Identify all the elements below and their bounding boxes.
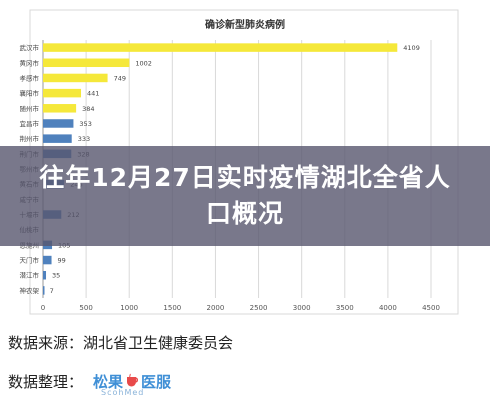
bar bbox=[43, 88, 82, 98]
logo: 松果 医服 ScohMed bbox=[93, 366, 172, 398]
y-tick-label: 天门市 bbox=[20, 256, 40, 265]
x-tick-label: 2000 bbox=[207, 304, 225, 312]
y-tick-label: 宜昌市 bbox=[20, 119, 40, 128]
arranged-label: 数据整理： bbox=[8, 372, 84, 391]
x-tick-label: 4000 bbox=[379, 304, 397, 312]
source-line: 数据来源：湖北省卫生健康委员会 bbox=[8, 332, 233, 353]
data-label: 333 bbox=[78, 135, 90, 143]
bar bbox=[43, 270, 47, 280]
arranged-line: 数据整理： 松果 医服 ScohMed bbox=[8, 366, 172, 398]
x-tick-label: 2500 bbox=[250, 304, 268, 312]
x-tick-label: 3500 bbox=[336, 304, 354, 312]
bar bbox=[43, 119, 74, 128]
logo-text-b: 医服 bbox=[141, 372, 172, 391]
bar bbox=[43, 104, 77, 113]
x-tick-label: 3000 bbox=[293, 304, 311, 312]
x-tick-label: 500 bbox=[79, 304, 92, 312]
overlay-title: 往年12月27日实时疫情湖北全省人口概况 bbox=[39, 163, 451, 228]
data-label: 4109 bbox=[403, 44, 420, 52]
logo-text-a: 松果 bbox=[93, 372, 124, 391]
y-tick-label: 孝感市 bbox=[20, 73, 40, 82]
y-tick-label: 黄冈市 bbox=[20, 58, 40, 67]
y-tick-label: 武汉市 bbox=[20, 43, 40, 52]
footer: 数据来源：湖北省卫生健康委员会 数据整理： 松果 医服 ScohMed bbox=[0, 322, 490, 400]
y-tick-label: 神农架 bbox=[20, 286, 40, 295]
data-label: 1002 bbox=[135, 59, 152, 67]
data-label: 441 bbox=[87, 90, 99, 98]
y-tick-label: 荆州市 bbox=[20, 134, 40, 143]
data-label: 384 bbox=[82, 105, 94, 113]
y-tick-label: 随州市 bbox=[20, 104, 40, 113]
bar bbox=[43, 58, 130, 68]
data-label: 749 bbox=[114, 74, 126, 82]
data-label: 99 bbox=[58, 257, 66, 265]
x-tick-label: 0 bbox=[41, 304, 45, 312]
overlay-banner: 往年12月27日实时疫情湖北全省人口概况 bbox=[0, 146, 490, 246]
x-tick-label: 4500 bbox=[422, 304, 440, 312]
bar bbox=[43, 134, 72, 143]
y-tick-label: 襄阳市 bbox=[20, 89, 40, 98]
data-label: 353 bbox=[79, 120, 91, 128]
logo-subtext: ScohMed bbox=[101, 388, 145, 397]
source-label: 数据来源： bbox=[8, 334, 84, 352]
data-label: 7 bbox=[50, 287, 54, 295]
bar bbox=[43, 286, 45, 295]
bar bbox=[43, 73, 108, 83]
bar bbox=[43, 255, 52, 265]
bar bbox=[43, 43, 398, 52]
x-tick-label: 1000 bbox=[120, 304, 138, 312]
logo-cup-icon bbox=[127, 373, 139, 387]
chart-title: 确诊新型肺炎病例 bbox=[205, 18, 285, 31]
x-tick-label: 1500 bbox=[163, 304, 181, 312]
data-label: 35 bbox=[52, 272, 60, 280]
source-value: 湖北省卫生健康委员会 bbox=[83, 334, 234, 352]
y-tick-label: 潜江市 bbox=[20, 271, 40, 280]
